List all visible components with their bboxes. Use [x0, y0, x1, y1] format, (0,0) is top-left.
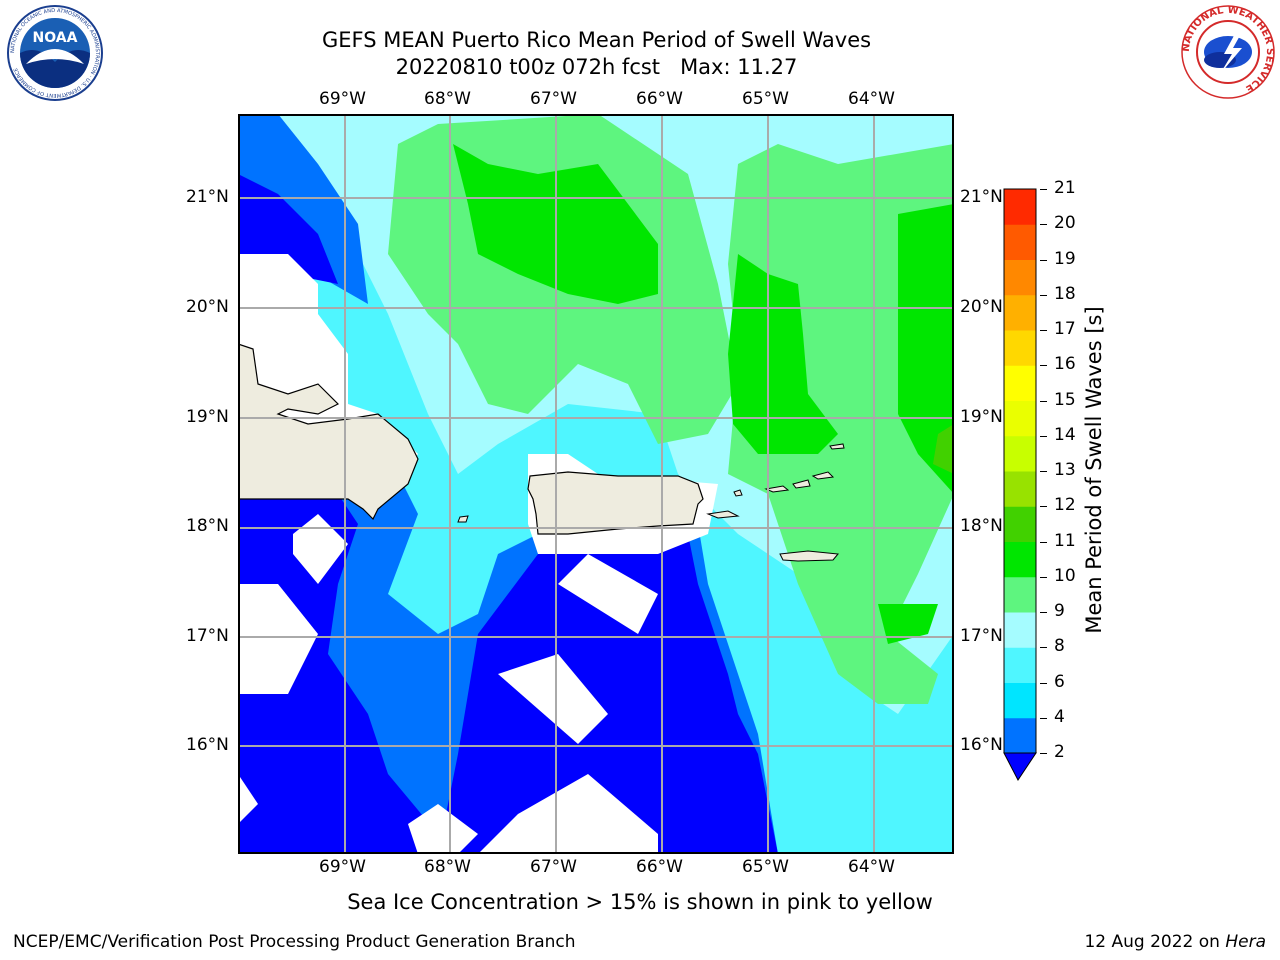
- lon-label-top: 67°W: [530, 89, 577, 109]
- sea-ice-note: Sea Ice Concentration > 15% is shown in …: [347, 890, 933, 914]
- colorbar-tick-label: 9: [1054, 601, 1065, 621]
- colorbar-tick-label: 15: [1054, 389, 1076, 410]
- lon-label-bottom: 65°W: [742, 857, 789, 877]
- colorbar-tick-mark: [1040, 365, 1047, 367]
- colorbar-segment: [1004, 471, 1036, 507]
- colorbar-tick-mark: [1040, 682, 1047, 684]
- colorbar-tick-mark: [1040, 294, 1047, 296]
- colorbar-tick-label: 20: [1054, 213, 1076, 234]
- colorbar-segment: [1004, 506, 1036, 542]
- lon-label-bottom: 69°W: [319, 857, 366, 877]
- lon-label-top: 66°W: [636, 89, 683, 109]
- colorbar-tick-label: 2: [1054, 742, 1065, 762]
- colorbar-tick-label: 14: [1054, 424, 1076, 445]
- colorbar-tick-mark: [1040, 612, 1047, 613]
- footer-date: 12 Aug 2022 on Hera: [1084, 932, 1266, 952]
- footer-date-text: 12 Aug 2022 on: [1084, 932, 1226, 952]
- colorbar-segment: [1004, 400, 1036, 437]
- colorbar-tick-mark: [1040, 471, 1047, 472]
- colorbar-tick-label: 11: [1054, 530, 1076, 551]
- colorbar-tick-label: 6: [1054, 671, 1065, 692]
- colorbar-tick-label: 21: [1054, 178, 1076, 198]
- colorbar-tick-mark: [1040, 224, 1047, 226]
- noaa-logo: NOAA NATIONAL OCEANIC AND ATMOSPHERIC AD…: [7, 5, 103, 101]
- lat-label-left: 21°N: [186, 187, 229, 207]
- lat-label-right: 16°N: [960, 735, 1003, 755]
- lat-label-right: 18°N: [960, 516, 1003, 536]
- colorbar-segment: [1004, 717, 1036, 754]
- colorbar-tick-label: 17: [1054, 319, 1076, 339]
- lon-label-bottom: 68°W: [424, 857, 471, 877]
- lat-label-left: 18°N: [186, 516, 229, 536]
- colorbar-tick-mark: [1040, 753, 1047, 754]
- colorbar-tick-label: 19: [1054, 248, 1076, 269]
- colorbar-tick-mark: [1040, 717, 1047, 719]
- colorbar-label: Mean Period of Swell Waves [s]: [1082, 306, 1106, 634]
- colorbar-tick-label: 4: [1054, 706, 1065, 727]
- lon-label-top: 65°W: [742, 89, 789, 109]
- colorbar-segment: [1004, 576, 1036, 613]
- lat-label-left: 17°N: [186, 626, 229, 646]
- colorbar-segment: [1004, 682, 1036, 719]
- colorbar-segment: [1004, 189, 1036, 225]
- colorbar-tick-mark: [1040, 259, 1047, 261]
- colorbar-tick-mark: [1040, 541, 1047, 543]
- colorbar-segment: [1004, 224, 1036, 260]
- colorbar-segment: [1004, 612, 1036, 648]
- map-subtitle: 20220810 t00z 072h fcst Max: 11.27: [395, 55, 798, 79]
- noaa-logo-text: NOAA: [33, 30, 78, 46]
- footer-machine: Hera: [1225, 932, 1266, 952]
- lon-label-bottom: 67°W: [530, 857, 577, 877]
- colorbar-tick-label: 13: [1054, 460, 1076, 480]
- colorbar-tick-label: 10: [1054, 565, 1076, 586]
- lat-label-right: 21°N: [960, 187, 1003, 207]
- colorbar-tick-label: 18: [1054, 283, 1076, 304]
- colorbar-tick-mark: [1040, 435, 1047, 437]
- nws-logo: NATIONAL WEATHER SERVICE: [1181, 5, 1275, 99]
- lon-label-bottom: 64°W: [848, 857, 895, 877]
- lat-label-left: 20°N: [186, 297, 229, 317]
- colorbar-tick-label: 16: [1054, 354, 1076, 375]
- colorbar-segment: [1004, 294, 1036, 331]
- colorbar-tick-mark: [1040, 330, 1047, 331]
- colorbar-tick-mark: [1040, 576, 1047, 578]
- lon-label-top: 69°W: [319, 89, 366, 109]
- footer-branch: NCEP/EMC/Verification Post Processing Pr…: [13, 932, 576, 952]
- colorbar-segment: [1004, 541, 1036, 578]
- colorbar-tick-mark: [1040, 506, 1047, 508]
- colorbar: [1003, 188, 1037, 781]
- lon-label-bottom: 66°W: [636, 857, 683, 877]
- lon-label-top: 64°W: [848, 89, 895, 109]
- colorbar-tick-label: 12: [1054, 495, 1076, 516]
- colorbar-segment: [1004, 259, 1036, 296]
- lat-label-left: 19°N: [186, 407, 229, 427]
- colorbar-tick-mark: [1040, 189, 1047, 190]
- colorbar-segment: [1004, 365, 1036, 401]
- lon-label-top: 68°W: [424, 89, 471, 109]
- colorbar-segment: [1004, 435, 1036, 472]
- colorbar-tick-label: 8: [1054, 636, 1065, 657]
- lat-label-right: 19°N: [960, 407, 1003, 427]
- colorbar-segment: [1004, 330, 1036, 366]
- lat-label-right: 20°N: [960, 297, 1003, 317]
- colorbar-segment: [1004, 647, 1036, 683]
- lat-label-right: 17°N: [960, 626, 1003, 646]
- colorbar-tick-mark: [1040, 647, 1047, 649]
- map-title: GEFS MEAN Puerto Rico Mean Period of Swe…: [321, 28, 872, 52]
- colorbar-extend-arrow: [1003, 752, 1037, 781]
- lat-label-left: 16°N: [186, 735, 229, 755]
- colorbar-tick-mark: [1040, 400, 1047, 402]
- swell-period-map: [238, 114, 954, 854]
